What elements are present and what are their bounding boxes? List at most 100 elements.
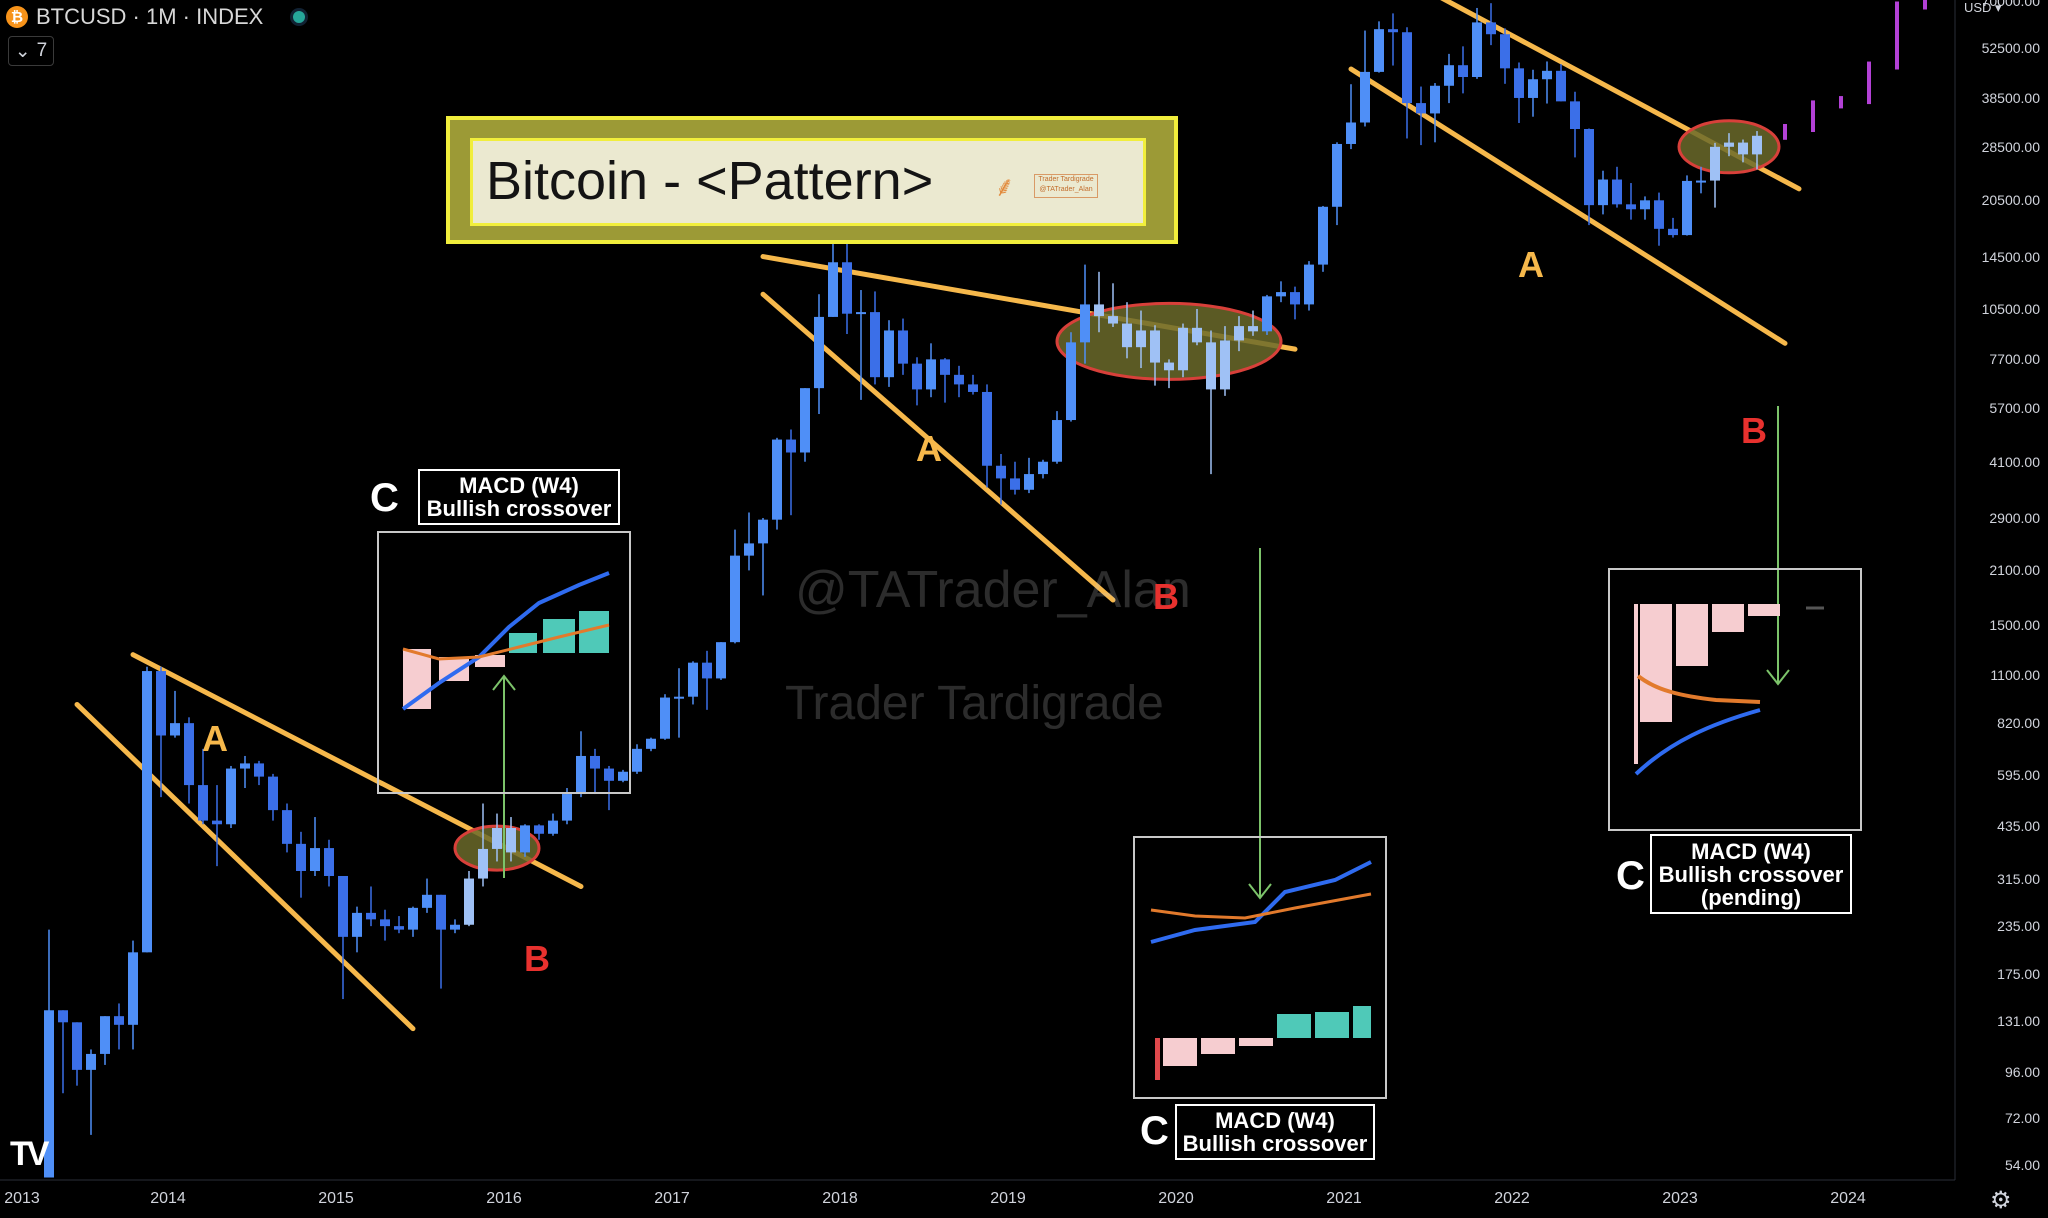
candle-body[interactable]	[954, 374, 964, 385]
candle-body[interactable]	[114, 1016, 124, 1025]
candle-body[interactable]	[968, 384, 978, 392]
candle-body[interactable]	[772, 439, 782, 520]
trendline-wedge-1-lower[interactable]	[74, 701, 416, 1032]
candle-body[interactable]	[590, 755, 600, 769]
candle-body[interactable]	[1374, 29, 1384, 72]
candle-body[interactable]	[1108, 316, 1118, 324]
candle-body[interactable]	[618, 771, 628, 781]
candle-body[interactable]	[464, 878, 474, 925]
candle-body[interactable]	[1024, 474, 1034, 490]
candle-body[interactable]	[1388, 29, 1398, 33]
candle-body[interactable]	[72, 1022, 82, 1070]
candle-body[interactable]	[1472, 22, 1482, 78]
candle-body[interactable]	[800, 388, 810, 453]
candle-body[interactable]	[1318, 206, 1328, 265]
candle-body[interactable]	[1192, 327, 1202, 343]
candle-body[interactable]	[1178, 327, 1188, 371]
candle-body[interactable]	[100, 1016, 110, 1054]
candle-body[interactable]	[1150, 330, 1160, 363]
candle-body[interactable]	[926, 359, 936, 390]
candle-body[interactable]	[1668, 228, 1678, 236]
candle-body[interactable]	[1458, 65, 1468, 78]
candle-body[interactable]	[1066, 342, 1076, 421]
candle-body[interactable]	[254, 763, 264, 777]
candle-body[interactable]	[1444, 65, 1454, 86]
candle-body[interactable]	[1010, 478, 1020, 490]
candle-body[interactable]	[1262, 296, 1272, 332]
candle-body[interactable]	[324, 848, 334, 876]
candle-body[interactable]	[674, 696, 684, 699]
candle-body[interactable]	[1556, 70, 1566, 102]
candle-body[interactable]	[1570, 101, 1580, 130]
candle-body[interactable]	[884, 330, 894, 378]
candle-body[interactable]	[1584, 129, 1594, 206]
candle-body[interactable]	[828, 262, 838, 317]
candle-body[interactable]	[1710, 146, 1720, 181]
candle-body[interactable]	[632, 748, 642, 772]
candle-body[interactable]	[660, 697, 670, 739]
candle-body[interactable]	[352, 912, 362, 937]
candle-body[interactable]	[842, 262, 852, 314]
candle-body[interactable]	[548, 820, 558, 834]
candle-body[interactable]	[1682, 180, 1692, 236]
candle-body[interactable]	[562, 794, 572, 821]
candle-body[interactable]	[814, 316, 824, 389]
currency-selector[interactable]: USD ▾	[1964, 0, 2002, 15]
candle-body[interactable]	[870, 312, 880, 378]
candle-body[interactable]	[1248, 326, 1258, 332]
candle-body[interactable]	[1514, 68, 1524, 98]
candle-body[interactable]	[1136, 330, 1146, 348]
candle-body[interactable]	[1080, 304, 1090, 343]
candle-body[interactable]	[702, 662, 712, 679]
candle-body[interactable]	[1654, 200, 1664, 229]
candle-body[interactable]	[604, 768, 614, 781]
candle-body[interactable]	[1528, 79, 1538, 98]
candle-body[interactable]	[786, 439, 796, 453]
candle-body[interactable]	[1486, 22, 1496, 35]
candle-body[interactable]	[576, 755, 586, 795]
candle-body[interactable]	[716, 642, 726, 679]
candle-body[interactable]	[296, 843, 306, 871]
candle-body[interactable]	[1290, 292, 1300, 305]
candle-body[interactable]	[212, 820, 222, 825]
candle-body[interactable]	[492, 827, 502, 849]
candle-body[interactable]	[506, 827, 516, 853]
candle-body[interactable]	[156, 671, 166, 736]
candle-body[interactable]	[1402, 32, 1412, 104]
trendline-wedge-3-lower[interactable]	[1348, 66, 1788, 346]
candle-body[interactable]	[240, 763, 250, 769]
candle-body[interactable]	[282, 810, 292, 844]
candle-body[interactable]	[1052, 420, 1062, 462]
candle-body[interactable]	[142, 671, 152, 953]
candle-body[interactable]	[1752, 135, 1762, 155]
candle-body[interactable]	[198, 785, 208, 821]
candle-body[interactable]	[436, 894, 446, 930]
indicators-collapse-button[interactable]: ⌄ 7	[8, 36, 54, 66]
candle-body[interactable]	[996, 465, 1006, 479]
candle-body[interactable]	[1416, 103, 1426, 114]
candle-body[interactable]	[128, 952, 138, 1025]
candle-body[interactable]	[1626, 204, 1636, 210]
candle-body[interactable]	[450, 924, 460, 930]
candle-body[interactable]	[170, 723, 180, 736]
candle-body[interactable]	[310, 848, 320, 871]
candle-body[interactable]	[1430, 85, 1440, 114]
candle-body[interactable]	[1500, 34, 1510, 69]
candle-body[interactable]	[744, 543, 754, 556]
candle-body[interactable]	[856, 312, 866, 315]
candle-body[interactable]	[1206, 342, 1216, 390]
candle-body[interactable]	[730, 555, 740, 643]
candle-body[interactable]	[86, 1053, 96, 1070]
candle-body[interactable]	[1332, 143, 1342, 207]
gear-icon[interactable]: ⚙	[1990, 1187, 2012, 1214]
candle-body[interactable]	[1304, 264, 1314, 305]
candle-body[interactable]	[1360, 71, 1370, 123]
candle-body[interactable]	[1738, 142, 1748, 155]
candle-body[interactable]	[1220, 340, 1230, 390]
candle-body[interactable]	[408, 907, 418, 930]
candle-body[interactable]	[226, 768, 236, 825]
candle-body[interactable]	[982, 391, 992, 466]
candle-body[interactable]	[912, 363, 922, 390]
candle-body[interactable]	[1094, 304, 1104, 317]
